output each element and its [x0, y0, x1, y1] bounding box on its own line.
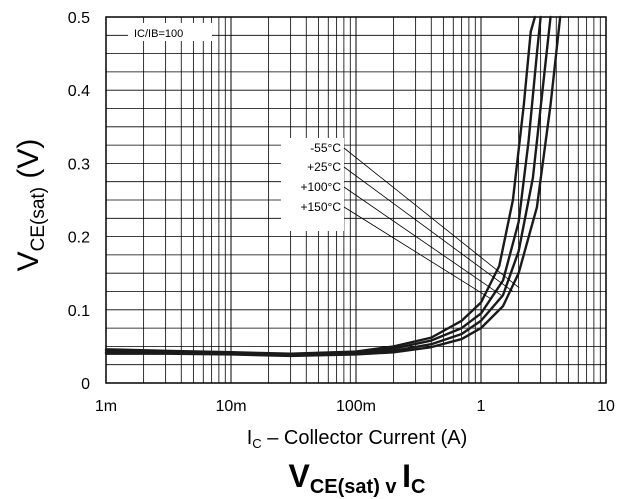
legend-label: +25°C: [307, 160, 341, 174]
grid: [105, 16, 606, 384]
chart-title-sub2: C: [411, 476, 425, 498]
x-tick-label: 10: [597, 398, 615, 415]
x-tick-label: 100m: [336, 398, 376, 415]
legend-leader-line: [343, 166, 514, 292]
chart-title-main2: I: [402, 458, 411, 494]
y-axis-label-main: V: [12, 251, 45, 271]
condition-label-bg: [128, 23, 212, 41]
y-tick-label: 0: [81, 376, 90, 393]
chart-title-sub: CE(sat): [310, 476, 380, 498]
plot-border: [105, 16, 607, 384]
y-tick-label: 0.2: [68, 230, 90, 247]
legend: -55°C +25°C +100°C +150°C: [301, 141, 520, 300]
series-line-3: [104, 15, 562, 358]
y-axis-label-rest: (V): [12, 139, 45, 187]
chart-title-mid: v: [380, 476, 402, 498]
chart-title: VCE(sat) v IC: [289, 458, 426, 498]
x-axis-label-sub: C: [252, 436, 261, 451]
legend-label: +150°C: [301, 200, 342, 214]
x-tick-label: 1m: [95, 398, 117, 415]
legend-background: [281, 138, 344, 231]
legend-leader-line: [343, 206, 492, 300]
y-axis-label: VCE(sat) (V): [12, 139, 49, 272]
chart-title-main: V: [289, 458, 311, 494]
x-axis-label: IC – Collector Current (A): [247, 427, 468, 451]
y-tick-label: 0.3: [68, 156, 90, 173]
series-lines: [104, 15, 562, 358]
x-tick-label: 10m: [215, 398, 246, 415]
y-axis-label-sub: CE(sat): [28, 187, 49, 251]
condition-label: IC/IB=100: [134, 28, 183, 40]
legend-label: -55°C: [310, 141, 341, 155]
x-axis-label-rest: – Collector Current (A): [262, 427, 468, 449]
legend-label: +100°C: [301, 180, 342, 194]
y-tick-label: 0.5: [68, 10, 90, 27]
x-tick-label: 1: [477, 398, 486, 415]
x-axis-label-main: I: [247, 427, 253, 449]
legend-leader-line: [343, 147, 520, 289]
y-tick-label: 0.4: [68, 83, 90, 100]
legend-box: [281, 138, 344, 231]
plot-frame: [105, 16, 607, 384]
legend-leader-line: [343, 186, 502, 296]
y-tick-label: 0.1: [68, 303, 90, 320]
tick-labels: 1m 10m 100m 1 10 0 0.1 0.2 0.3 0.4 0.5: [68, 10, 615, 415]
